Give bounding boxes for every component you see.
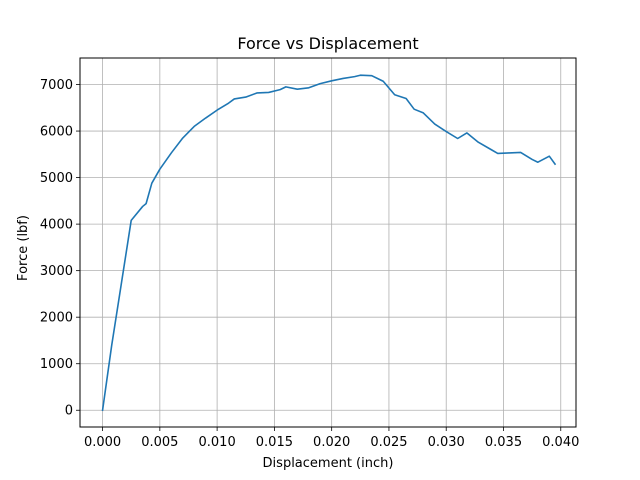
x-tick-label: 0.030 xyxy=(428,435,465,450)
grid xyxy=(80,58,576,427)
x-tick-label: 0.035 xyxy=(485,435,522,450)
y-tick-label: 2000 xyxy=(40,311,73,326)
x-tick-label: 0.025 xyxy=(370,435,407,450)
y-tick-label: 3000 xyxy=(40,264,73,279)
x-axis-label: Displacement (inch) xyxy=(263,456,394,471)
y-axis-label: Force (lbf) xyxy=(16,215,31,281)
x-tick-label: 0.010 xyxy=(199,435,236,450)
ticks: 0.000 0.005 0.010 0.015 0.020 0.025 0.030 0.035… xyxy=(40,78,579,450)
axes-frame xyxy=(79,57,577,428)
x-tick-label: 0.015 xyxy=(256,435,293,450)
x-tick-label: 0.020 xyxy=(313,435,350,450)
x-tick-label: 0.000 xyxy=(84,435,121,450)
x-tick-label: 0.005 xyxy=(141,435,178,450)
series-line-force xyxy=(101,74,557,412)
y-tick-label: 6000 xyxy=(40,125,73,140)
chart-title: Force vs Displacement xyxy=(237,34,418,53)
y-tick-label: 1000 xyxy=(40,357,73,372)
y-tick-label: 5000 xyxy=(40,171,73,186)
x-tick-label: 0.040 xyxy=(542,435,579,450)
plot-area xyxy=(101,74,557,412)
y-tick-label: 7000 xyxy=(40,78,73,93)
y-tick-label: 4000 xyxy=(40,218,73,233)
y-tick-label: 0 xyxy=(65,404,73,419)
